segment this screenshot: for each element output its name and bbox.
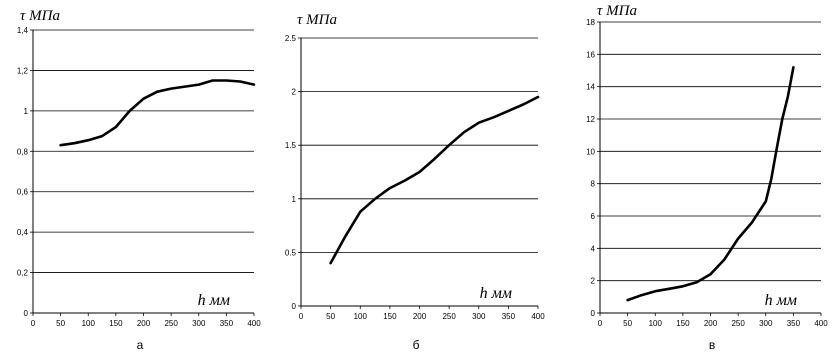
x-tick-label: 400 [247, 319, 261, 328]
y-tick-label: 1 [292, 195, 297, 204]
x-tick-label: 100 [649, 319, 663, 328]
y-tick-label: 0,4 [17, 228, 29, 237]
panel-label: а [137, 338, 144, 352]
y-tick-label: 16 [586, 50, 595, 59]
chart-1: 0 0,2 0,4 0,6 0,8 1 1,2 1,4 0 50 100 150 200 250 300 35… [17, 8, 261, 352]
y-axis-title: τ МПа [297, 12, 337, 28]
x-tick-label: 150 [383, 312, 397, 321]
x-tick-label: 350 [502, 312, 516, 321]
y-tick-label: 1,4 [17, 26, 29, 35]
x-tick-label: 200 [137, 319, 151, 328]
y-axis-title: τ МПа [597, 3, 637, 19]
x-tick-label: 150 [676, 319, 690, 328]
y-tick-label: 2 [591, 277, 596, 286]
x-axis-title: h мм [765, 292, 797, 309]
x-tick-label: 0 [31, 319, 36, 328]
x-tick-label: 100 [354, 312, 368, 321]
y-tick-label: 0.5 [285, 248, 297, 257]
x-axis-title: h мм [480, 285, 512, 302]
series-line [626, 66, 795, 302]
x-tick-label: 0 [598, 319, 603, 328]
x-tick-label: 100 [82, 319, 96, 328]
x-tick-label: 350 [220, 319, 234, 328]
y-tick-label: 2 [292, 88, 297, 97]
x-tick-label: 0 [299, 312, 304, 321]
y-tick-label: 0,6 [17, 188, 29, 197]
y-tick-label: 12 [586, 115, 595, 124]
x-axis-title: h мм [198, 292, 230, 309]
x-tick-label: 300 [759, 319, 773, 328]
x-tick-label: 250 [164, 319, 178, 328]
x-tick-label: 150 [109, 319, 123, 328]
y-tick-label: 8 [591, 180, 596, 189]
x-tick-label: 400 [814, 319, 828, 328]
x-tick-label: 350 [787, 319, 801, 328]
panel-label: в [709, 338, 715, 352]
x-tick-label: 300 [472, 312, 486, 321]
y-tick-label: 4 [591, 244, 596, 253]
y-tick-label: 0 [591, 309, 596, 318]
y-tick-label: 1.5 [285, 141, 297, 150]
x-tick-label: 250 [731, 319, 745, 328]
x-tick-label: 400 [531, 312, 545, 321]
chart-3: 0 2 4 6 8 10 12 14 16 18 0 50 100 150 200 250 300 350 400 τ… [586, 3, 828, 352]
series-line [59, 79, 256, 147]
panel-label: б [413, 338, 420, 352]
y-axis-title: τ МПа [20, 8, 60, 24]
x-tick-label: 250 [442, 312, 456, 321]
y-tick-label: 0 [24, 309, 29, 318]
y-tick-label: 1,2 [17, 66, 29, 75]
y-tick-label: 14 [586, 83, 595, 92]
y-tick-label: 0 [292, 302, 297, 311]
x-tick-label: 200 [704, 319, 718, 328]
y-tick-label: 0,2 [17, 269, 29, 278]
x-tick-label: 50 [56, 319, 65, 328]
y-tick-label: 10 [586, 147, 595, 156]
series-line [329, 95, 540, 265]
chart-2: 0 0.5 1 1.5 2 2.5 0 50 100 150 200 250 300 350 400 τ МП… [285, 12, 545, 352]
x-tick-label: 50 [623, 319, 632, 328]
y-tick-label: 0,8 [17, 147, 29, 156]
y-tick-label: 18 [586, 18, 595, 27]
x-tick-label: 50 [326, 312, 335, 321]
x-tick-label: 300 [192, 319, 206, 328]
y-tick-label: 6 [591, 212, 596, 221]
y-tick-label: 1 [24, 107, 29, 116]
x-tick-label: 200 [413, 312, 427, 321]
y-tick-label: 2.5 [285, 34, 297, 43]
